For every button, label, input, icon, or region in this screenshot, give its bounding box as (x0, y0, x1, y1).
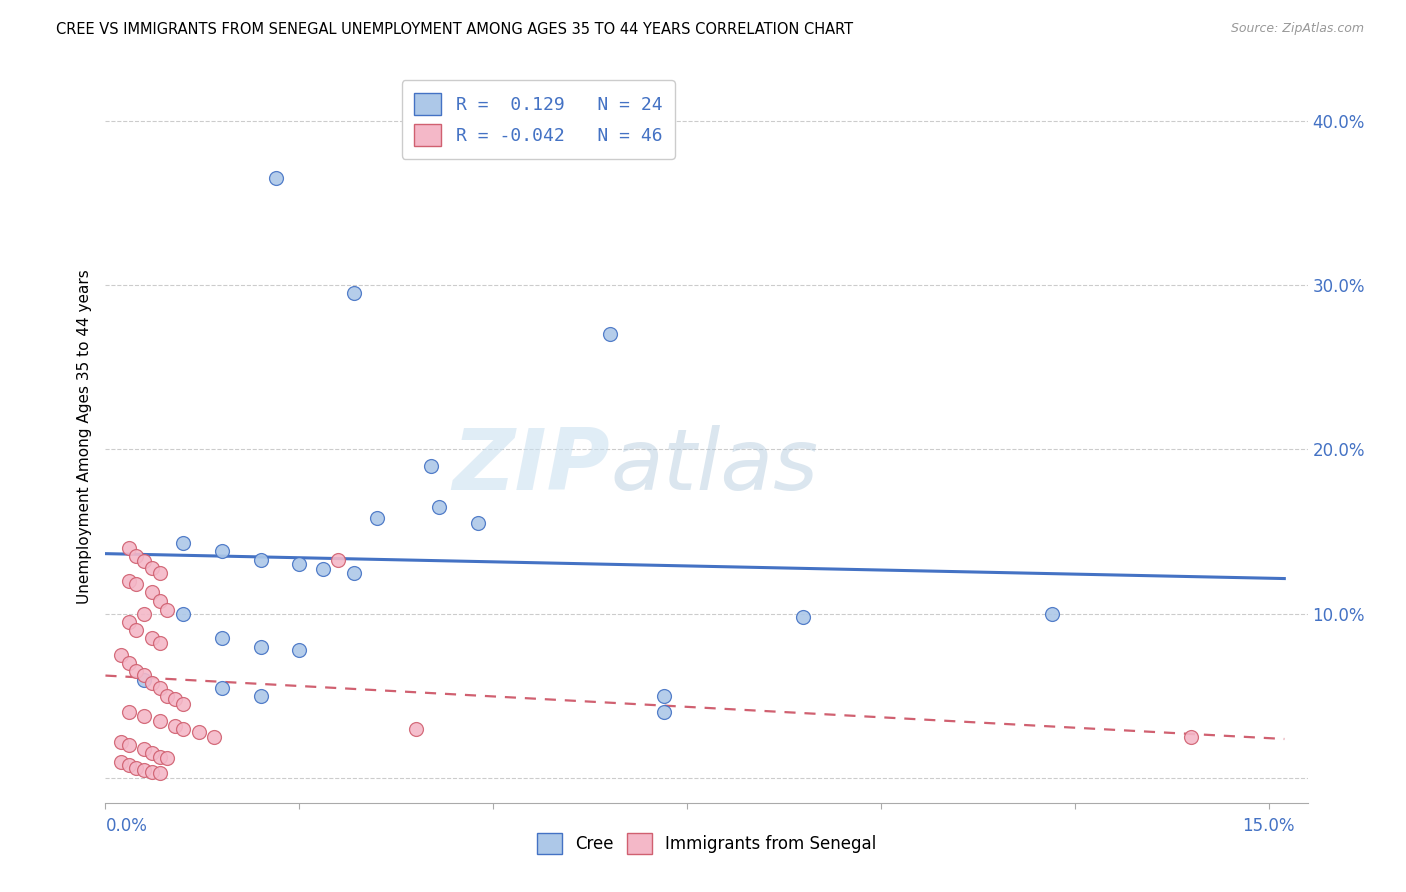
Point (1040, 607, 1063, 621)
Text: CREE VS IMMIGRANTS FROM SENEGAL UNEMPLOYMENT AMONG AGES 35 TO 44 YEARS CORRELATI: CREE VS IMMIGRANTS FROM SENEGAL UNEMPLOY… (56, 22, 853, 37)
Point (326, 552, 349, 566)
Point (118, 541, 141, 555)
Point (118, 574, 141, 588)
Point (172, 722, 194, 736)
Point (211, 632, 233, 646)
Point (420, 458, 443, 473)
Point (110, 648, 132, 662)
Point (172, 536, 194, 550)
Legend: Cree, Immigrants from Senegal: Cree, Immigrants from Senegal (530, 827, 883, 860)
Point (405, 722, 427, 736)
Point (134, 763, 156, 777)
Point (792, 610, 814, 624)
Point (134, 554, 156, 568)
Point (141, 747, 163, 761)
Point (134, 673, 156, 687)
Point (141, 764, 163, 779)
Point (125, 577, 148, 591)
Point (118, 615, 141, 629)
Point (211, 544, 233, 558)
Point (125, 624, 148, 638)
Point (311, 562, 333, 576)
Point (288, 643, 311, 657)
Point (156, 751, 179, 765)
Text: 15.0%: 15.0% (1243, 817, 1295, 835)
Text: 0.0%: 0.0% (105, 817, 148, 835)
Point (125, 761, 148, 775)
Point (652, 706, 675, 720)
Point (110, 735, 132, 749)
Text: ZIP: ZIP (453, 425, 610, 508)
Point (343, 566, 366, 580)
Point (134, 667, 156, 681)
Point (165, 692, 187, 706)
Point (134, 708, 156, 723)
Point (134, 607, 156, 621)
Point (249, 689, 271, 703)
Point (110, 755, 132, 769)
Point (264, 171, 287, 186)
Point (149, 681, 172, 695)
Point (599, 327, 621, 342)
Point (249, 552, 271, 566)
Point (1180, 730, 1202, 744)
Point (202, 730, 225, 744)
Point (149, 714, 172, 728)
Point (249, 640, 271, 654)
Point (118, 739, 141, 753)
Point (125, 665, 148, 679)
Point (165, 718, 187, 732)
Point (149, 566, 172, 580)
Point (134, 741, 156, 756)
Point (141, 560, 163, 574)
Point (149, 749, 172, 764)
Point (141, 585, 163, 599)
Point (156, 603, 179, 617)
Point (156, 689, 179, 703)
Point (141, 632, 163, 646)
Point (467, 516, 489, 531)
Point (172, 607, 194, 621)
Point (118, 656, 141, 670)
Y-axis label: Unemployment Among Ages 35 to 44 years: Unemployment Among Ages 35 to 44 years (76, 269, 91, 605)
Point (149, 593, 172, 607)
Point (427, 500, 450, 514)
Point (288, 558, 311, 572)
Point (172, 697, 194, 711)
Text: Source: ZipAtlas.com: Source: ZipAtlas.com (1230, 22, 1364, 36)
Point (187, 725, 209, 739)
Point (149, 766, 172, 780)
Point (343, 286, 366, 301)
Point (149, 636, 172, 650)
Point (118, 758, 141, 772)
Point (211, 681, 233, 695)
Point (366, 511, 388, 525)
Point (652, 689, 675, 703)
Text: atlas: atlas (610, 425, 818, 508)
Point (141, 675, 163, 690)
Point (125, 549, 148, 564)
Point (118, 706, 141, 720)
